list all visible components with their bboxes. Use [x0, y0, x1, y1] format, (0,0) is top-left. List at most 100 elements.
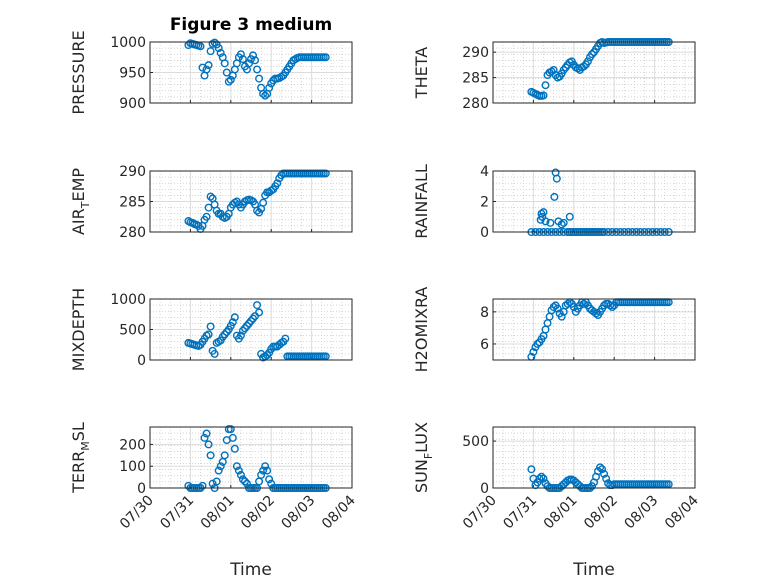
data-point — [206, 47, 215, 56]
y-tick-label: 290 — [119, 164, 146, 180]
data-point — [253, 301, 262, 310]
y-tick-label: 100 — [119, 459, 146, 475]
y-tick-label: 0 — [137, 353, 146, 369]
series-points — [184, 301, 330, 362]
data-point — [204, 330, 213, 339]
data-point — [204, 440, 213, 449]
axes-box — [492, 298, 696, 361]
subplot-h2omixra: 6 8 H2OMIXRA — [412, 287, 696, 372]
data-point — [220, 59, 229, 68]
x-tick-label: 07/30 — [117, 493, 157, 533]
data-point — [226, 425, 235, 434]
x-tick-label: 08/04 — [662, 492, 702, 532]
data-point — [253, 206, 262, 215]
data-point — [263, 466, 272, 475]
x-tick-label: 08/03 — [622, 493, 662, 533]
x-label-right: Time — [572, 560, 615, 580]
data-point — [549, 65, 558, 74]
y-tick-label: 900 — [119, 96, 146, 112]
x-tick-label: 08/04 — [319, 492, 359, 532]
data-point — [529, 347, 538, 356]
x-tick-label: 08/01 — [541, 493, 581, 533]
axes-box — [149, 41, 353, 104]
y-tick-label: 500 — [462, 434, 489, 450]
y-tick-label: 2 — [480, 195, 489, 211]
y-tick-label: 950 — [119, 66, 146, 82]
data-point — [230, 444, 239, 453]
data-point — [321, 53, 330, 62]
y-label: AIRTEMP — [69, 168, 92, 235]
data-point — [220, 451, 229, 460]
data-point — [232, 462, 241, 471]
y-tick-label: 200 — [119, 437, 146, 453]
data-point — [214, 44, 223, 53]
data-point — [265, 83, 274, 92]
data-point — [236, 50, 245, 59]
data-point — [202, 212, 211, 221]
data-point — [228, 433, 237, 442]
data-point — [236, 470, 245, 479]
axes-box — [149, 170, 353, 233]
series-points — [184, 38, 330, 100]
y-tick-label: 1000 — [110, 292, 146, 308]
data-point — [587, 50, 596, 59]
data-point — [206, 322, 215, 331]
data-point — [533, 339, 542, 348]
data-point — [234, 466, 243, 475]
axes-box — [492, 426, 696, 489]
data-point — [222, 68, 231, 77]
data-point — [253, 65, 262, 74]
data-point — [539, 208, 548, 217]
data-point — [198, 481, 207, 490]
data-point — [210, 349, 219, 358]
subplot-pressure: 900 950 1000 PRESSURE — [69, 30, 353, 115]
data-point — [321, 169, 330, 178]
data-point — [527, 465, 536, 474]
data-point — [238, 475, 247, 484]
data-point — [206, 192, 215, 201]
data-point — [552, 174, 561, 183]
data-point — [216, 462, 225, 471]
y-label: PRESSURE — [69, 30, 88, 114]
series-points — [184, 169, 330, 233]
subplot-terr-msl: 07/30 07/31 08/01 08/02 08/03 08/04 0 100 200 TER… — [69, 422, 359, 532]
data-point — [539, 474, 548, 483]
data-point — [206, 451, 215, 460]
y-label: SUNFLUX — [412, 422, 435, 493]
data-point — [261, 91, 270, 100]
data-point — [230, 313, 239, 322]
data-point — [602, 474, 611, 483]
y-label: TERRMSL — [69, 422, 92, 494]
data-point — [226, 75, 235, 84]
x-tick-label: 08/02 — [581, 493, 621, 533]
figure-title: Figure 3 medium — [170, 15, 332, 35]
data-point — [210, 38, 219, 47]
data-point — [204, 61, 213, 70]
y-tick-label: 0 — [480, 481, 489, 497]
data-point — [598, 465, 607, 474]
data-point — [251, 56, 260, 65]
data-point — [539, 91, 548, 100]
y-tick-label: 285 — [462, 71, 489, 87]
data-point — [550, 192, 559, 201]
axes-box — [492, 170, 696, 233]
data-point — [592, 309, 601, 318]
data-point — [553, 304, 562, 313]
data-point — [244, 59, 253, 68]
data-point — [202, 429, 211, 438]
data-point — [583, 57, 592, 66]
y-tick-label: 6 — [480, 337, 489, 353]
x-tick-label: 07/31 — [500, 493, 540, 533]
data-point — [259, 466, 268, 475]
y-label: RAINFALL — [412, 164, 431, 239]
data-point — [200, 433, 209, 442]
data-point — [267, 479, 276, 488]
data-point — [242, 479, 251, 488]
axes-box — [492, 41, 696, 104]
y-tick-label: 280 — [462, 96, 489, 112]
data-point — [557, 220, 566, 229]
data-point — [255, 308, 264, 317]
axes-box — [149, 298, 353, 361]
data-point — [608, 303, 617, 312]
data-point — [557, 312, 566, 321]
